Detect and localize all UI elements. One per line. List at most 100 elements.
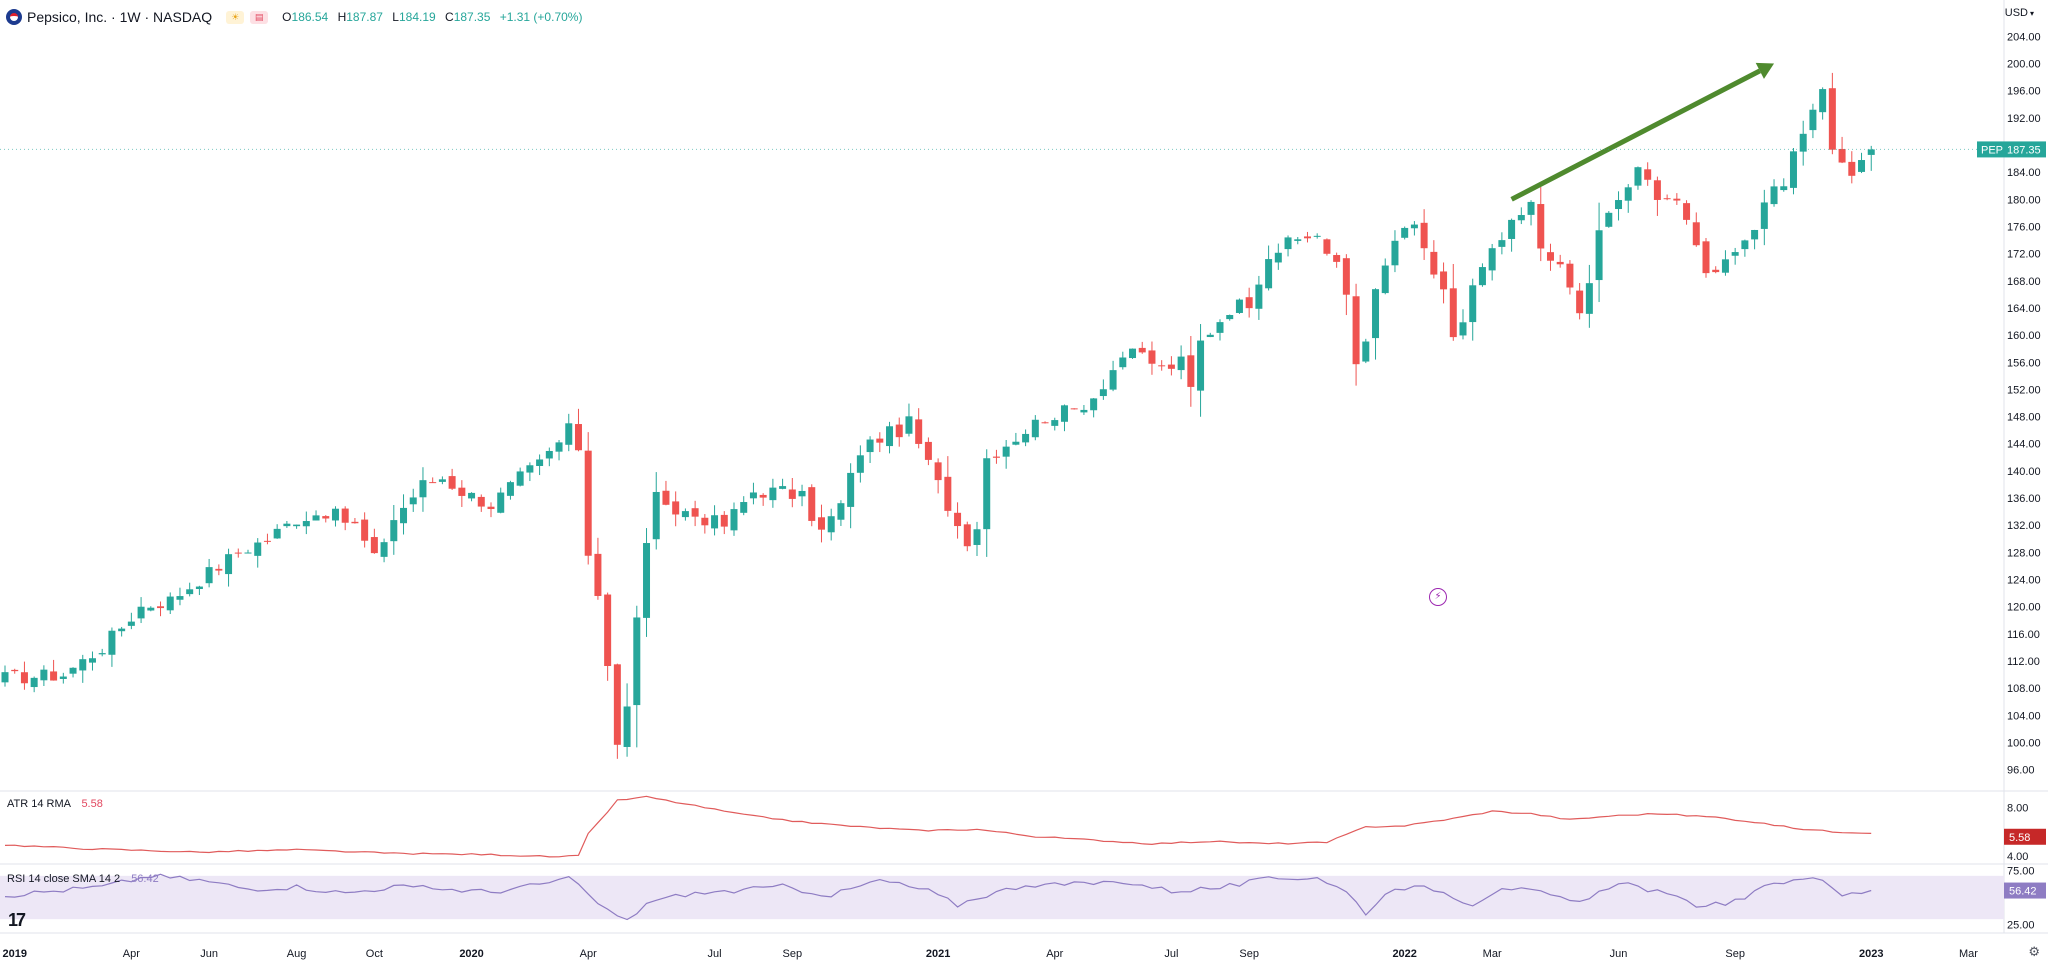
candle bbox=[856, 455, 864, 473]
candle bbox=[1527, 201, 1535, 215]
candle bbox=[516, 471, 524, 486]
candle bbox=[672, 501, 680, 515]
candle bbox=[1819, 89, 1827, 113]
candle bbox=[88, 658, 96, 663]
currency-selector[interactable]: USD ▾ bbox=[2005, 7, 2034, 19]
candle bbox=[1517, 215, 1525, 221]
candle bbox=[1410, 224, 1418, 229]
candle bbox=[1478, 267, 1486, 286]
candle bbox=[263, 540, 271, 542]
lightning-icon[interactable]: ⚡ bbox=[1429, 588, 1447, 606]
candle bbox=[681, 511, 689, 518]
candle bbox=[1605, 212, 1613, 227]
candle bbox=[370, 537, 378, 554]
currency-label[interactable]: USD bbox=[2004, 7, 2028, 19]
price-tag-value-bg bbox=[2004, 141, 2046, 158]
change-value: +1.31 (+0.70%) bbox=[499, 10, 583, 24]
candle bbox=[1051, 420, 1059, 426]
candle bbox=[633, 617, 641, 706]
candle bbox=[1235, 299, 1243, 313]
open-value: 186.54 bbox=[291, 10, 329, 24]
candle bbox=[817, 517, 825, 530]
candle bbox=[779, 486, 787, 489]
y-tick-label: 184.00 bbox=[2007, 167, 2041, 179]
x-tick-label: 2019 bbox=[2, 948, 26, 960]
y-tick-label: 120.00 bbox=[2007, 602, 2041, 614]
y-tick-label: 176.00 bbox=[2007, 221, 2041, 233]
candle bbox=[1031, 419, 1039, 438]
candle bbox=[1615, 200, 1623, 210]
candle bbox=[390, 520, 398, 542]
x-tick-label: Apr bbox=[580, 948, 597, 960]
candle bbox=[526, 465, 534, 473]
y-tick-label: 160.00 bbox=[2007, 330, 2041, 342]
y-tick-label: 124.00 bbox=[2007, 575, 2041, 587]
candle bbox=[1828, 88, 1836, 150]
candle bbox=[1333, 255, 1341, 262]
candle bbox=[293, 524, 301, 527]
candle bbox=[1041, 422, 1049, 424]
candle bbox=[1342, 258, 1350, 295]
candle bbox=[351, 521, 359, 524]
candle bbox=[876, 438, 884, 443]
candle bbox=[1012, 441, 1020, 445]
candle bbox=[1799, 133, 1807, 152]
atr-y-tick-label: 8.00 bbox=[2007, 803, 2028, 815]
candle bbox=[1556, 261, 1564, 265]
candle bbox=[983, 458, 991, 530]
candle bbox=[234, 552, 242, 554]
candle bbox=[458, 487, 466, 496]
candle bbox=[1216, 322, 1224, 333]
rsi-line bbox=[4, 873, 1872, 921]
candle bbox=[215, 568, 223, 571]
candle bbox=[79, 659, 87, 671]
candle bbox=[361, 519, 369, 541]
candle bbox=[1265, 259, 1273, 289]
candle bbox=[847, 472, 855, 507]
candle bbox=[1721, 259, 1729, 273]
candle bbox=[20, 672, 28, 684]
y-tick-label: 132.00 bbox=[2007, 520, 2041, 532]
candle bbox=[1362, 341, 1370, 362]
y-tick-label: 136.00 bbox=[2007, 493, 2041, 505]
candle bbox=[1546, 252, 1554, 261]
y-tick-label: 96.00 bbox=[2007, 765, 2035, 777]
calendar-icon[interactable]: ▤ bbox=[250, 10, 269, 24]
candle bbox=[11, 669, 19, 672]
y-tick-label: 112.00 bbox=[2007, 656, 2040, 668]
candle bbox=[1284, 237, 1292, 250]
trend-arrow-head bbox=[1755, 62, 1775, 79]
candle bbox=[176, 596, 184, 600]
candle bbox=[1585, 283, 1593, 314]
gear-icon[interactable]: ⚙ bbox=[2028, 944, 2040, 959]
tradingview-logo-icon[interactable]: 17 bbox=[8, 910, 26, 930]
x-tick-label: Jun bbox=[1610, 948, 1628, 960]
candle bbox=[506, 482, 514, 496]
candle bbox=[604, 594, 612, 667]
candle bbox=[283, 523, 291, 527]
symbol-title[interactable]: Pepsico, Inc. · 1W · NASDAQ bbox=[27, 9, 213, 25]
candle bbox=[137, 606, 145, 619]
candle bbox=[1060, 405, 1068, 422]
candle bbox=[1352, 296, 1360, 365]
x-tick-label: Sep bbox=[1239, 948, 1259, 960]
candle bbox=[643, 543, 651, 618]
candle bbox=[273, 528, 281, 539]
x-tick-label: 2023 bbox=[1859, 948, 1883, 960]
candle bbox=[1566, 263, 1574, 288]
candle bbox=[1158, 365, 1166, 367]
candle bbox=[186, 589, 194, 595]
candle bbox=[108, 630, 116, 655]
candle bbox=[1022, 433, 1030, 443]
candle bbox=[1002, 446, 1010, 457]
sun-icon[interactable]: ☀ bbox=[226, 10, 245, 24]
candle bbox=[302, 521, 310, 527]
candle bbox=[662, 490, 670, 505]
candle bbox=[584, 450, 592, 556]
rsi-band bbox=[0, 875, 2004, 920]
candle bbox=[749, 492, 757, 499]
candle bbox=[1702, 241, 1710, 274]
candle bbox=[1634, 167, 1642, 186]
candle bbox=[1274, 252, 1282, 263]
